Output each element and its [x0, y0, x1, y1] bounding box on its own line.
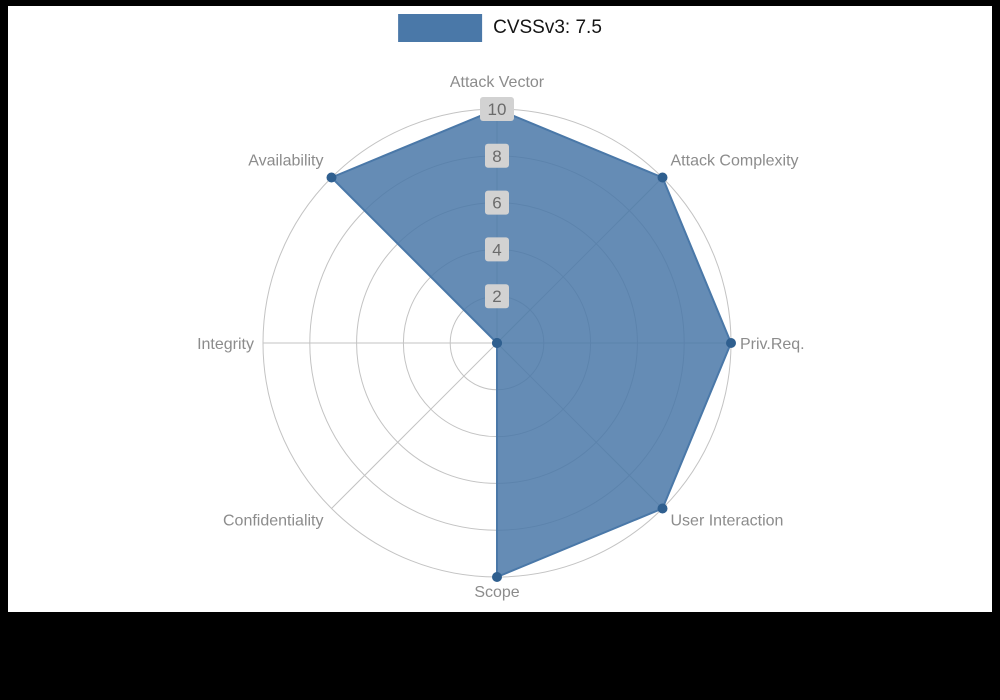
series-marker [492, 338, 502, 348]
radial-tick-box [480, 97, 514, 121]
axis-label-priv-req: Priv.Req. [740, 336, 805, 353]
axis-label-availability: Availability [248, 153, 323, 170]
legend-label: CVSSv3: 7.5 [493, 17, 602, 38]
radial-tick-box [485, 143, 509, 168]
axis-label-confidentiality: Confidentiality [223, 513, 324, 530]
radial-tick-label: 2 [492, 287, 501, 306]
legend-swatch [398, 14, 483, 42]
grid-spoke [331, 342, 498, 509]
series-marker [726, 338, 736, 348]
series-marker [492, 572, 502, 582]
series-marker [657, 172, 668, 183]
radial-tick-box [485, 237, 509, 262]
radial-tick-label: 4 [492, 240, 501, 259]
axis-label-attack-vector: Attack Vector [450, 74, 545, 91]
radial-tick-label: 10 [488, 100, 507, 119]
series-polygon [330, 108, 732, 578]
radial-tick-box [485, 190, 509, 215]
radial-tick-label: 8 [492, 147, 501, 166]
chart-legend: CVSSv3: 7.5 [398, 14, 602, 42]
axis-label-user-interaction: User Interaction [671, 513, 784, 530]
axis-label-scope: Scope [474, 584, 519, 601]
radial-tick-box [485, 284, 509, 309]
series-marker [326, 172, 337, 183]
radial-tick-label: 6 [492, 194, 501, 213]
axis-label-attack-complexity: Attack Complexity [671, 153, 799, 170]
axis-label-integrity: Integrity [197, 336, 254, 353]
series-marker [657, 503, 668, 514]
